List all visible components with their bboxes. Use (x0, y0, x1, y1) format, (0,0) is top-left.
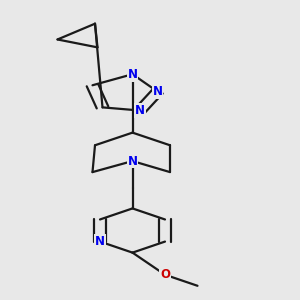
Text: N: N (95, 235, 105, 248)
Text: O: O (160, 268, 170, 281)
Text: N: N (128, 68, 137, 81)
Text: N: N (135, 104, 145, 117)
Text: N: N (128, 154, 137, 168)
Text: N: N (152, 85, 163, 98)
